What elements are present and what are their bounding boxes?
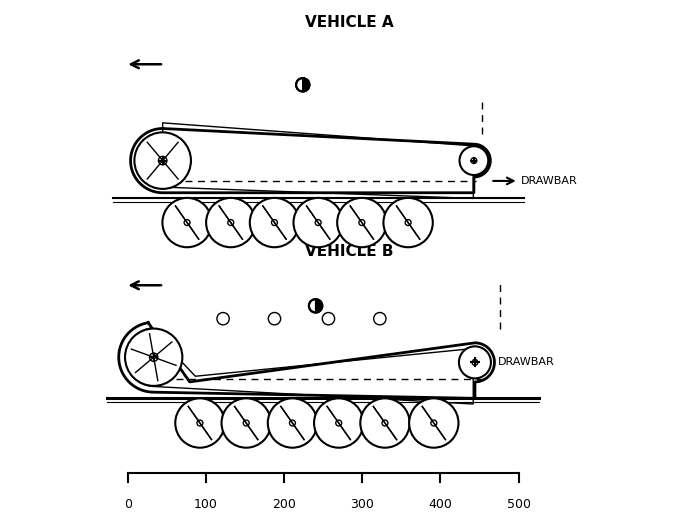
Text: DRAWBAR: DRAWBAR [498,357,555,368]
Text: VEHICLE A: VEHICLE A [305,15,393,30]
Circle shape [243,420,249,426]
Circle shape [405,219,411,226]
Circle shape [175,398,225,448]
Circle shape [296,78,309,91]
Circle shape [309,299,322,313]
Circle shape [158,156,167,165]
Text: DRAWBAR: DRAWBAR [521,176,578,186]
Circle shape [221,398,271,448]
Circle shape [359,219,365,226]
Circle shape [217,313,229,325]
Circle shape [228,219,234,226]
Text: 200: 200 [272,498,296,510]
Circle shape [290,420,295,426]
Circle shape [268,398,317,448]
Circle shape [197,420,203,426]
Circle shape [409,398,459,448]
Text: 400: 400 [429,498,452,510]
Circle shape [250,198,299,247]
Circle shape [472,359,478,365]
Polygon shape [315,299,322,313]
Circle shape [471,158,477,163]
Circle shape [293,198,343,247]
Circle shape [373,313,386,325]
Circle shape [322,313,334,325]
Circle shape [382,420,388,426]
Circle shape [268,313,281,325]
Circle shape [431,420,437,426]
Text: 0: 0 [124,498,132,510]
Circle shape [459,346,491,378]
Circle shape [459,146,489,175]
Circle shape [125,328,182,386]
Text: 100: 100 [194,498,218,510]
Text: 300: 300 [350,498,374,510]
Circle shape [149,353,158,361]
Text: 500: 500 [507,498,530,510]
Circle shape [360,398,410,448]
Circle shape [163,198,211,247]
Circle shape [135,133,191,189]
Circle shape [314,398,364,448]
Circle shape [206,198,255,247]
Polygon shape [303,78,309,91]
Circle shape [336,420,342,426]
Circle shape [184,219,190,226]
Text: VEHICLE B: VEHICLE B [305,244,393,259]
Circle shape [272,219,277,226]
Circle shape [315,219,321,226]
Circle shape [383,198,433,247]
Circle shape [337,198,387,247]
